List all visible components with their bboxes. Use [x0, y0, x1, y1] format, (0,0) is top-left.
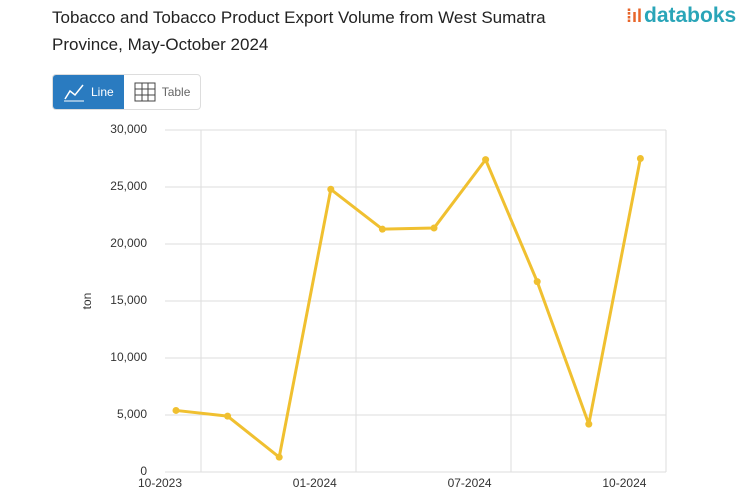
y-axis-label: ton: [80, 293, 94, 310]
line-tab-label: Line: [91, 85, 114, 99]
x-tick-label: 10-2024: [602, 476, 646, 490]
x-tick-label: 10-2023: [138, 476, 182, 490]
table-tab[interactable]: Table: [124, 75, 201, 109]
logo-text: databoks: [644, 4, 737, 27]
point: [172, 406, 180, 414]
point: [430, 224, 438, 232]
line-icon: [64, 84, 84, 102]
point: [636, 155, 644, 162]
chart-title: Tobacco and Tobacco Product Export Volum…: [52, 8, 546, 54]
x-tick-label: 01-2024: [293, 476, 337, 490]
y-tick-label: 5,000: [117, 407, 147, 421]
table-tab-label: Table: [161, 85, 191, 99]
y-tick-label: 20,000: [110, 236, 147, 250]
point: [482, 156, 490, 164]
table-icon: [134, 82, 156, 102]
line: [175, 158, 642, 459]
line-tab[interactable]: Line: [53, 75, 124, 109]
point: [533, 278, 541, 286]
point: [275, 453, 283, 461]
logo: ⁞ıldataboks: [626, 4, 737, 27]
point: [378, 225, 386, 233]
point: [327, 185, 335, 193]
x-tick-label: 07-2024: [448, 476, 492, 490]
point: [585, 420, 593, 428]
y-tick-label: 10,000: [110, 350, 147, 364]
y-tick-label: 30,000: [110, 122, 147, 136]
point: [224, 412, 232, 420]
y-tick-label: 15,000: [110, 293, 147, 307]
y-tick-label: 25,000: [110, 179, 147, 193]
view-tabs: Line Table: [52, 74, 202, 110]
y-tick-label: 0: [140, 464, 147, 478]
